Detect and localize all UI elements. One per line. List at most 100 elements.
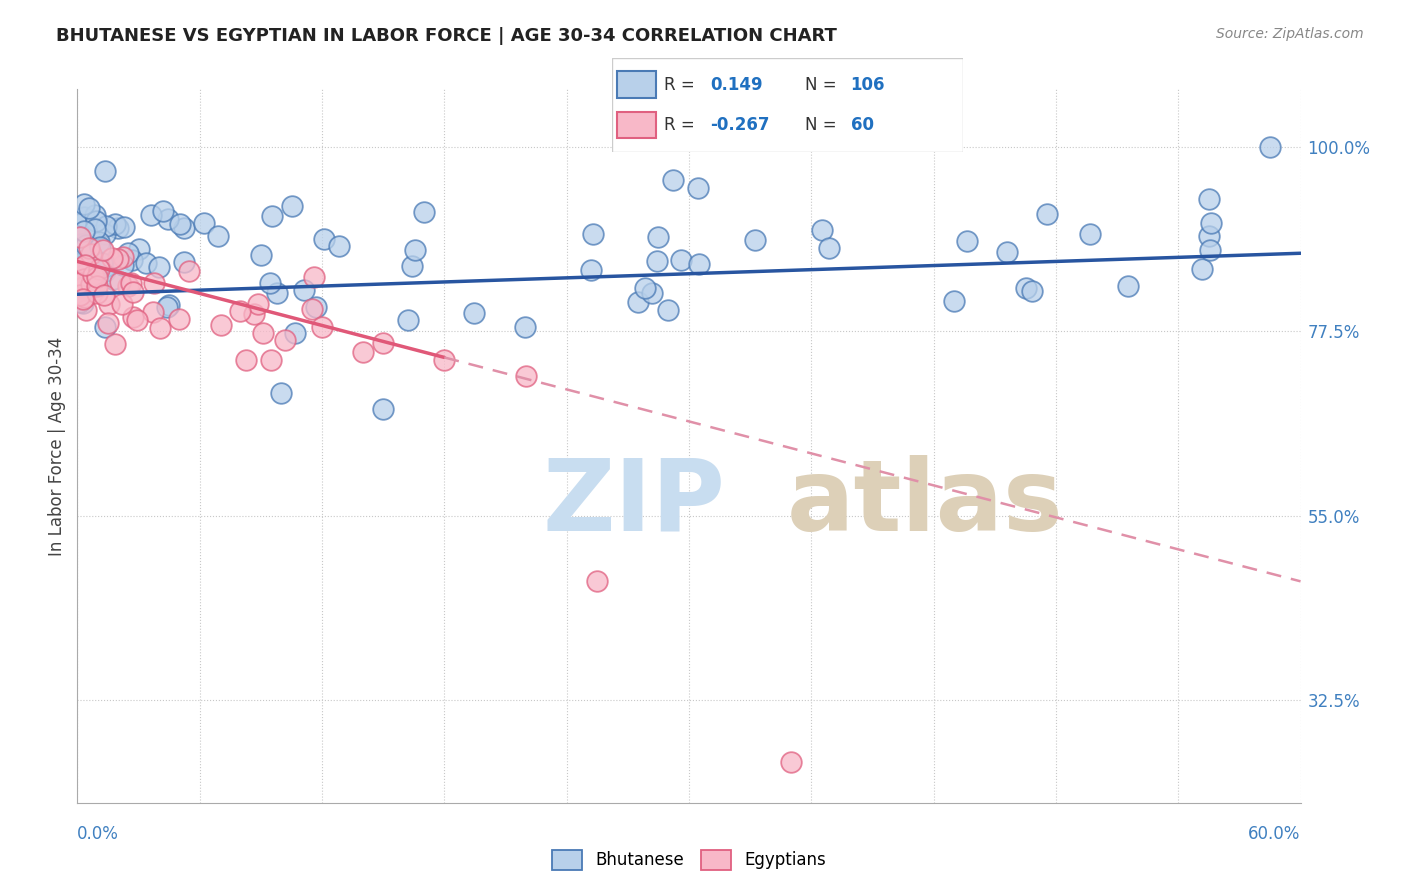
Text: 0.0%: 0.0% bbox=[77, 825, 120, 843]
Point bbox=[657, 303, 679, 318]
Point bbox=[72, 273, 94, 287]
FancyBboxPatch shape bbox=[617, 112, 655, 138]
Point bbox=[70, 236, 93, 251]
Point bbox=[274, 333, 297, 347]
Point bbox=[292, 283, 315, 297]
Point bbox=[110, 276, 132, 290]
Point bbox=[97, 296, 120, 310]
Point bbox=[111, 297, 134, 311]
Point bbox=[270, 385, 292, 400]
Point bbox=[141, 305, 163, 319]
Point bbox=[121, 253, 143, 268]
Point bbox=[818, 241, 841, 255]
Point bbox=[260, 352, 283, 367]
Text: ZIP: ZIP bbox=[543, 455, 725, 551]
Text: 60: 60 bbox=[851, 116, 873, 134]
Point bbox=[149, 320, 172, 334]
Point bbox=[86, 278, 108, 293]
Point bbox=[579, 263, 602, 277]
Point bbox=[433, 352, 456, 367]
Point bbox=[281, 199, 304, 213]
Point bbox=[77, 264, 100, 278]
Point bbox=[120, 276, 142, 290]
Point bbox=[1078, 227, 1101, 242]
Point bbox=[1198, 244, 1220, 258]
Point bbox=[67, 274, 90, 288]
Point bbox=[1116, 279, 1139, 293]
Point bbox=[111, 258, 134, 272]
Point bbox=[243, 307, 266, 321]
Point bbox=[112, 220, 135, 235]
Point bbox=[634, 281, 657, 295]
Text: R =: R = bbox=[665, 76, 695, 94]
Point bbox=[396, 313, 419, 327]
Point bbox=[209, 318, 232, 333]
Point bbox=[995, 245, 1018, 260]
Point bbox=[148, 260, 170, 274]
Point bbox=[371, 336, 394, 351]
Point bbox=[84, 222, 107, 236]
Point bbox=[73, 197, 96, 211]
Point bbox=[90, 256, 112, 270]
Point bbox=[246, 297, 269, 311]
Point bbox=[266, 285, 288, 300]
Point bbox=[744, 233, 766, 247]
Point bbox=[640, 286, 662, 301]
Text: atlas: atlas bbox=[787, 455, 1063, 551]
Point bbox=[1258, 139, 1281, 153]
Point bbox=[96, 219, 118, 233]
Point bbox=[97, 316, 120, 330]
Point bbox=[193, 216, 215, 230]
Point bbox=[173, 221, 195, 235]
Point bbox=[100, 251, 122, 265]
Point bbox=[73, 267, 96, 281]
Point bbox=[82, 268, 104, 282]
Point bbox=[67, 293, 90, 307]
Point bbox=[75, 302, 97, 317]
Point bbox=[128, 242, 150, 256]
Point bbox=[94, 320, 117, 334]
Point bbox=[77, 252, 100, 266]
Text: R =: R = bbox=[665, 116, 695, 134]
Text: N =: N = bbox=[806, 76, 837, 94]
Point bbox=[86, 270, 108, 285]
Point bbox=[104, 217, 127, 231]
Point bbox=[73, 259, 96, 273]
Point bbox=[688, 180, 710, 194]
Point bbox=[943, 293, 966, 308]
Point bbox=[152, 204, 174, 219]
Point bbox=[1191, 262, 1213, 277]
Point bbox=[249, 248, 271, 262]
Point bbox=[125, 313, 148, 327]
Point bbox=[80, 249, 103, 263]
Point bbox=[515, 320, 537, 334]
Point bbox=[401, 259, 423, 273]
Point bbox=[94, 227, 117, 241]
Text: BHUTANESE VS EGYPTIAN IN LABOR FORCE | AGE 30-34 CORRELATION CHART: BHUTANESE VS EGYPTIAN IN LABOR FORCE | A… bbox=[56, 27, 837, 45]
Point bbox=[121, 285, 143, 299]
Point bbox=[1198, 228, 1220, 243]
Point bbox=[72, 292, 94, 306]
FancyBboxPatch shape bbox=[617, 71, 655, 98]
Point bbox=[305, 300, 328, 314]
Point bbox=[647, 254, 669, 268]
Point bbox=[139, 208, 162, 222]
Point bbox=[463, 306, 485, 320]
Point bbox=[371, 402, 394, 417]
Point bbox=[89, 235, 111, 249]
Point bbox=[80, 247, 103, 261]
Point bbox=[79, 277, 101, 292]
Legend: Bhutanese, Egyptians: Bhutanese, Egyptians bbox=[546, 843, 832, 877]
Point bbox=[76, 276, 98, 290]
Text: 60.0%: 60.0% bbox=[1249, 825, 1301, 843]
Point bbox=[169, 217, 191, 231]
Point bbox=[112, 250, 135, 264]
Point bbox=[314, 232, 336, 246]
Point bbox=[1021, 284, 1043, 298]
Point bbox=[89, 240, 111, 254]
Point bbox=[77, 241, 100, 255]
Point bbox=[94, 260, 117, 274]
Point bbox=[69, 295, 91, 310]
FancyBboxPatch shape bbox=[612, 58, 963, 152]
Point bbox=[83, 208, 105, 222]
